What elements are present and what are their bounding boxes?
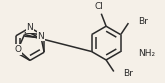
Text: Cl: Cl <box>95 2 104 11</box>
Text: Br: Br <box>138 17 148 26</box>
Text: NH₂: NH₂ <box>138 49 155 58</box>
Text: Br: Br <box>123 69 133 78</box>
Text: N: N <box>37 32 44 41</box>
Text: N: N <box>27 23 33 32</box>
Text: O: O <box>14 45 21 54</box>
